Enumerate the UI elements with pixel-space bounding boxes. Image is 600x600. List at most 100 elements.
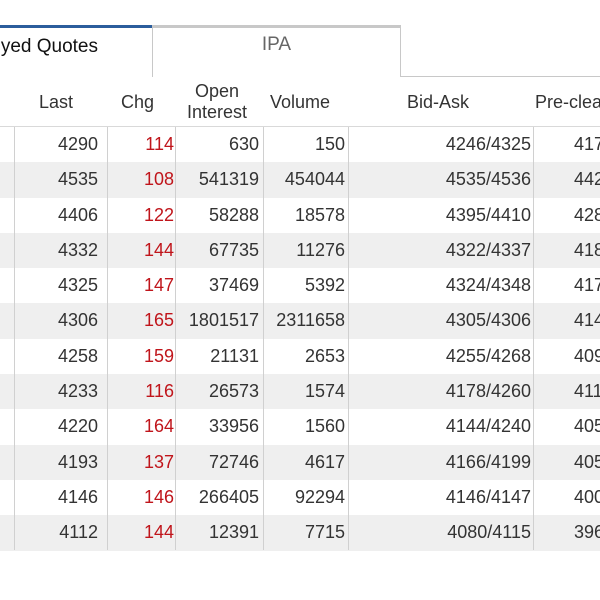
cell-last: 4233	[57, 381, 98, 402]
cell-chg: 144	[143, 239, 174, 260]
column-header-bid-ask[interactable]: Bid-Ask	[406, 91, 469, 112]
cell-volume: 4617	[304, 451, 345, 472]
cell-pre-clear: 418	[574, 239, 600, 260]
table-row[interactable]: 4112 144 12391 7715 4080/4115 396	[0, 515, 600, 551]
tab-ipa[interactable]: IPA	[152, 25, 401, 77]
cell-volume: 2311658	[276, 310, 345, 331]
cell-pre-clear: 414	[574, 310, 600, 331]
cell-last: 4290	[57, 134, 98, 154]
table-row[interactable]: 4220 164 33956 1560 4144/4240 405	[0, 409, 600, 444]
cell-open-interest: 266405	[198, 486, 259, 507]
cell-open-interest: 58288	[208, 204, 259, 225]
cell-volume: 18578	[294, 204, 345, 225]
cell-bid-ask: 4178/4260	[445, 381, 531, 402]
column-header-open-line: Open	[194, 81, 240, 101]
table-row[interactable]: 4325 147 37469 5392 4324/4348 417	[0, 268, 600, 303]
tab-delayed-quotes[interactable]: yed Quotes	[0, 25, 152, 77]
table-row[interactable]: 4535 108 541319 454044 4535/4536 442	[0, 162, 600, 198]
table-row[interactable]: 4306 165 1801517 2311658 4305/4306 414	[0, 303, 600, 339]
column-header-chg[interactable]: Chg	[120, 91, 155, 112]
cell-volume: 2653	[304, 345, 345, 366]
cell-pre-clear: 405	[574, 416, 600, 437]
empty-area	[0, 551, 600, 600]
cell-bid-ask: 4255/4268	[445, 345, 531, 366]
cell-bid-ask: 4322/4337	[445, 239, 531, 260]
cell-open-interest: 67735	[208, 239, 259, 260]
cell-last: 4146	[57, 486, 98, 507]
cell-pre-clear: 417	[574, 275, 600, 296]
cell-volume: 7715	[304, 522, 345, 543]
cell-chg: 164	[143, 416, 174, 437]
tab-delayed-quotes-label: yed Quotes	[0, 36, 98, 57]
cell-open-interest: 21131	[210, 345, 259, 366]
column-header-interest-line: Interest	[186, 102, 248, 122]
table-row[interactable]: 4258 159 21131 2653 4255/4268 409	[0, 339, 600, 374]
tab-bar: yed Quotes IPA	[0, 0, 600, 77]
cell-chg: 137	[143, 451, 174, 472]
table-row[interactable]: 4193 137 72746 4617 4166/4199 405	[0, 444, 600, 480]
cell-pre-clear: 396	[574, 522, 600, 543]
cell-open-interest: 1801517	[188, 310, 259, 331]
cell-last: 4193	[57, 451, 98, 472]
cell-open-interest: 630	[228, 134, 259, 154]
cell-bid-ask: 4246/4325	[445, 134, 531, 154]
table-row[interactable]: 4146 146 266405 92294 4146/4147 400	[0, 480, 600, 515]
cell-bid-ask: 4166/4199	[445, 451, 531, 472]
cell-pre-clear: 400	[574, 486, 600, 507]
cell-volume: 454044	[284, 169, 345, 190]
table-row[interactable]: 4290 114 630 150 4246/4325 417	[0, 127, 600, 162]
cell-chg: 159	[143, 345, 174, 366]
cell-open-interest: 33956	[208, 416, 259, 437]
cell-chg: 147	[143, 275, 174, 296]
table-row[interactable]: 4233 116 26573 1574 4178/4260 411	[0, 374, 600, 410]
cell-open-interest: 72746	[208, 451, 259, 472]
table-row[interactable]: 4332 144 67735 11276 4322/4337 418	[0, 232, 600, 269]
cell-open-interest: 26573	[208, 381, 259, 402]
column-header-open-interest[interactable]: Open Interest	[178, 77, 256, 127]
cell-volume: 150	[314, 134, 345, 154]
column-divider	[107, 127, 108, 550]
tab-ipa-label: IPA	[261, 34, 292, 55]
cell-open-interest: 37469	[208, 275, 259, 296]
cell-volume: 11276	[296, 239, 345, 260]
cell-chg: 108	[143, 169, 174, 190]
cell-last: 4258	[57, 345, 98, 366]
cell-bid-ask: 4535/4536	[445, 169, 531, 190]
column-divider	[175, 127, 176, 550]
column-divider	[263, 127, 264, 550]
cell-last: 4220	[57, 416, 98, 437]
tab-divider	[400, 76, 600, 77]
cell-bid-ask: 4144/4240	[445, 416, 531, 437]
cell-pre-clear: 428	[574, 204, 600, 225]
cell-bid-ask: 4305/4306	[445, 310, 531, 331]
column-header-pre-clear[interactable]: Pre-clea	[535, 91, 600, 112]
cell-bid-ask: 4395/4410	[445, 204, 531, 225]
cell-chg: 165	[143, 310, 174, 331]
cell-bid-ask: 4146/4147	[445, 486, 531, 507]
cell-last: 4332	[57, 239, 98, 260]
cell-pre-clear: 405	[574, 451, 600, 472]
cell-pre-clear: 417	[574, 134, 600, 154]
cell-open-interest: 12391	[208, 522, 259, 543]
cell-volume: 92294	[294, 486, 345, 507]
cell-chg: 122	[143, 204, 174, 225]
cell-volume: 1560	[304, 416, 345, 437]
cell-bid-ask: 4080/4115	[447, 522, 531, 543]
cell-pre-clear: 411	[574, 381, 600, 402]
table-header: Last Chg Open Interest Volume Bid-Ask Pr…	[0, 77, 600, 127]
table-row[interactable]: 4406 122 58288 18578 4395/4410 428	[0, 198, 600, 233]
column-header-last[interactable]: Last	[38, 91, 74, 112]
cell-volume: 5392	[304, 275, 345, 296]
cell-last: 4535	[57, 169, 98, 190]
column-divider	[14, 127, 15, 550]
cell-chg: 144	[143, 522, 174, 543]
cell-pre-clear: 409	[574, 345, 600, 366]
cell-volume: 1574	[304, 381, 345, 402]
cell-last: 4306	[57, 310, 98, 331]
column-divider	[533, 127, 534, 550]
cell-bid-ask: 4324/4348	[445, 275, 531, 296]
cell-pre-clear: 442	[574, 169, 600, 190]
column-header-volume[interactable]: Volume	[269, 91, 331, 112]
cell-last: 4406	[57, 204, 98, 225]
cell-chg: 114	[145, 134, 174, 154]
